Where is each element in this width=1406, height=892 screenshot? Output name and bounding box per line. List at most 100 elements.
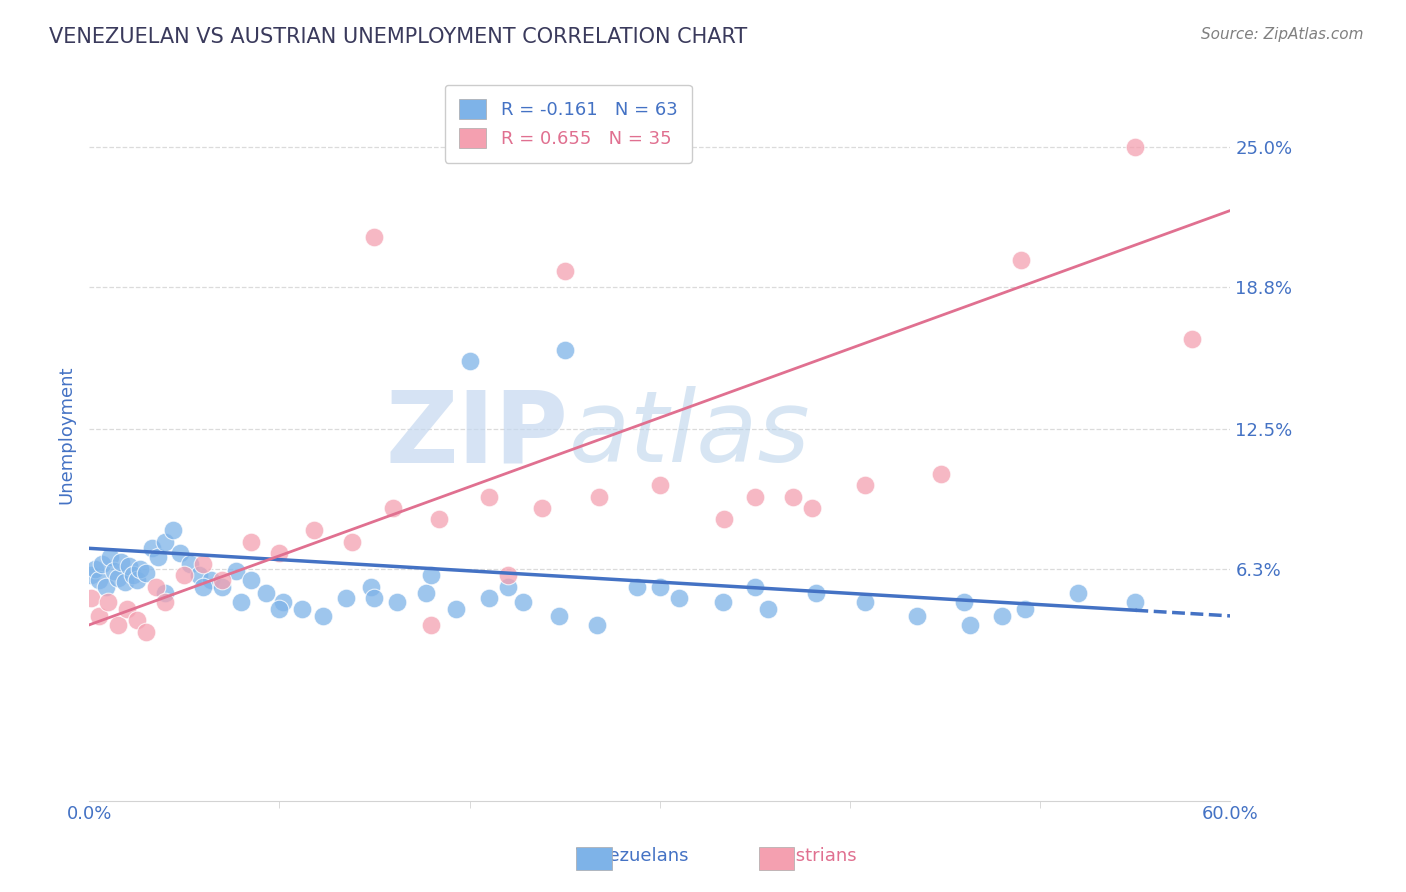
Point [427,512,450,526]
Point [496,580,519,594]
Text: Source: ZipAtlas.com: Source: ZipAtlas.com [1201,27,1364,42]
Point [586,618,609,632]
Point [363,230,385,244]
Point [188,568,211,582]
Point [98,550,121,565]
Point [360,580,382,594]
Point [548,608,571,623]
Point [97,595,120,609]
Point [254,586,277,600]
Point [477,490,499,504]
Point [115,602,138,616]
Point [335,591,357,605]
Point [496,568,519,582]
Point [363,591,385,605]
Point [626,580,648,594]
Point [477,591,499,605]
Text: Austrians: Austrians [773,847,858,865]
Point [96,580,118,594]
Point [711,595,734,609]
Point [110,555,132,569]
Point [162,524,184,538]
Point [959,618,981,632]
Point [211,580,233,594]
Point [1067,586,1090,600]
Text: atlas: atlas [568,386,810,483]
Point [588,490,610,504]
Point [340,534,363,549]
Point [1125,595,1147,609]
Point [153,534,176,549]
Point [211,573,233,587]
Point [312,608,335,623]
Point [668,591,690,605]
Point [193,580,215,594]
Point [713,512,735,526]
Point [804,586,827,600]
Point [239,534,262,549]
Point [153,586,176,600]
Point [744,580,766,594]
Point [91,557,114,571]
Point [929,467,952,481]
Point [905,608,928,623]
Point [853,478,876,492]
Point [125,614,148,628]
Point [114,575,136,590]
Point [146,550,169,565]
Point [129,561,152,575]
Point [991,608,1014,623]
Point [458,354,481,368]
Point [554,343,576,357]
Point [420,618,443,632]
Point [145,580,167,594]
Point [269,546,291,560]
Point [800,500,823,515]
Point [125,573,148,587]
Point [87,573,110,587]
Point [302,524,325,538]
Point [512,595,534,609]
Point [135,624,157,639]
Point [80,591,103,605]
Point [648,580,671,594]
Point [121,568,143,582]
Point [853,595,876,609]
Point [444,602,467,616]
Point [530,500,553,515]
Text: ZIP: ZIP [385,386,568,483]
Point [420,568,443,582]
Point [103,564,125,578]
Legend: R = -0.161   N = 63, R = 0.655   N = 35: R = -0.161 N = 63, R = 0.655 N = 35 [444,85,692,162]
Point [269,602,291,616]
Point [648,478,671,492]
Point [179,557,201,571]
Point [231,595,253,609]
Point [169,546,191,560]
Point [107,618,129,632]
Point [83,561,105,575]
Point [193,557,215,571]
Point [118,559,141,574]
Point [387,595,409,609]
Point [554,264,576,278]
Point [415,586,437,600]
Point [744,490,766,504]
Point [141,541,163,556]
Point [953,595,976,609]
Point [107,571,129,585]
Point [225,564,247,578]
Point [271,595,294,609]
Text: Venezuelans: Venezuelans [576,847,689,865]
Point [80,568,103,582]
Text: VENEZUELAN VS AUSTRIAN UNEMPLOYMENT CORRELATION CHART: VENEZUELAN VS AUSTRIAN UNEMPLOYMENT CORR… [49,27,748,46]
Point [382,500,405,515]
Point [135,566,157,580]
Point [291,602,314,616]
Point [153,595,176,609]
Point [756,602,779,616]
Point [1010,252,1032,267]
Point [782,490,804,504]
Point [173,568,195,582]
Point [200,573,222,587]
